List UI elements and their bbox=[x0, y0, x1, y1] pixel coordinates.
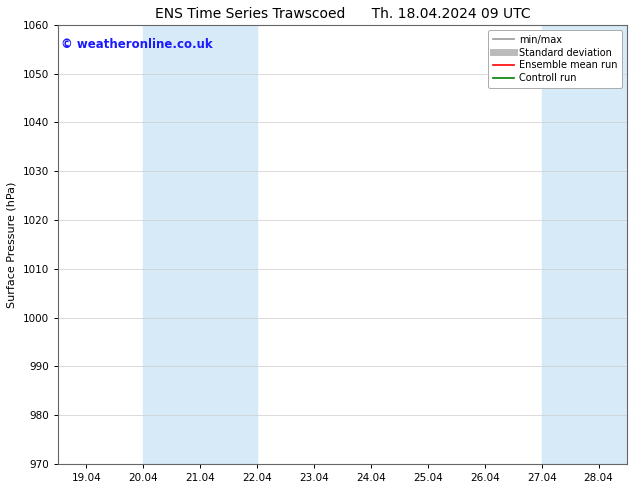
Bar bbox=[143, 25, 257, 464]
Y-axis label: Surface Pressure (hPa): Surface Pressure (hPa) bbox=[7, 181, 17, 308]
Title: ENS Time Series Trawscoed      Th. 18.04.2024 09 UTC: ENS Time Series Trawscoed Th. 18.04.2024… bbox=[155, 7, 530, 21]
Bar bbox=[541, 25, 627, 464]
Text: © weatheronline.co.uk: © weatheronline.co.uk bbox=[61, 38, 212, 51]
Legend: min/max, Standard deviation, Ensemble mean run, Controll run: min/max, Standard deviation, Ensemble me… bbox=[488, 30, 622, 88]
